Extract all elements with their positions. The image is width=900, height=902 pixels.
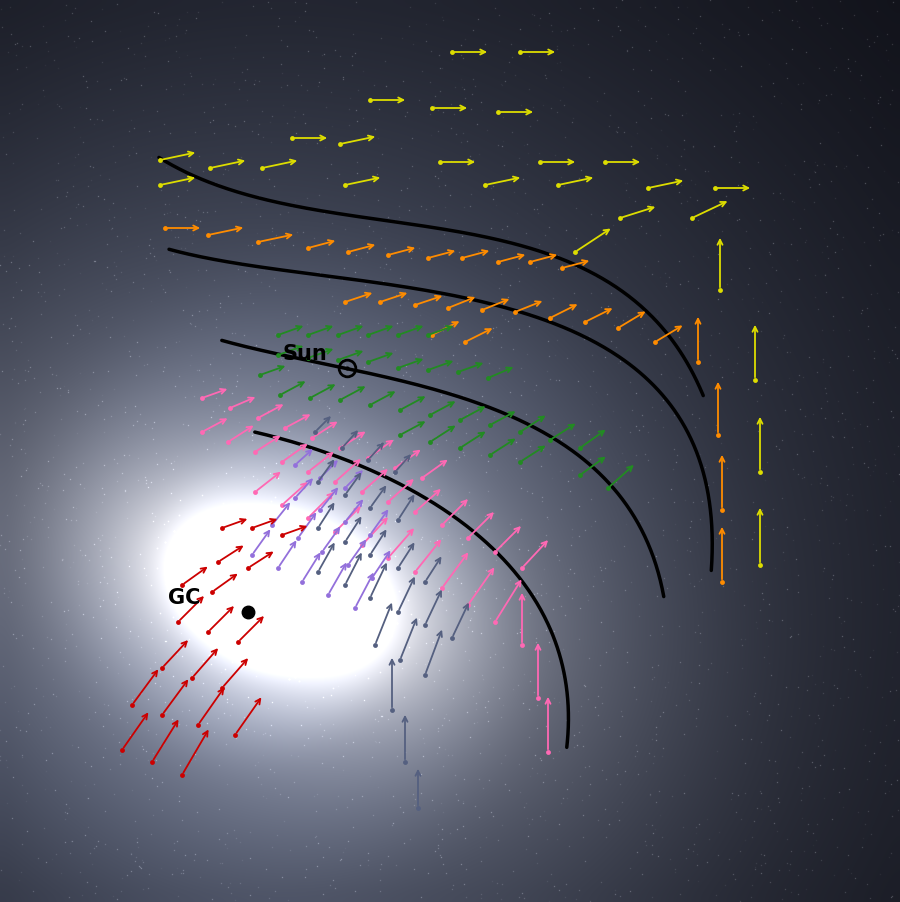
Text: GC: GC	[168, 588, 201, 608]
Text: Sun: Sun	[282, 344, 327, 364]
